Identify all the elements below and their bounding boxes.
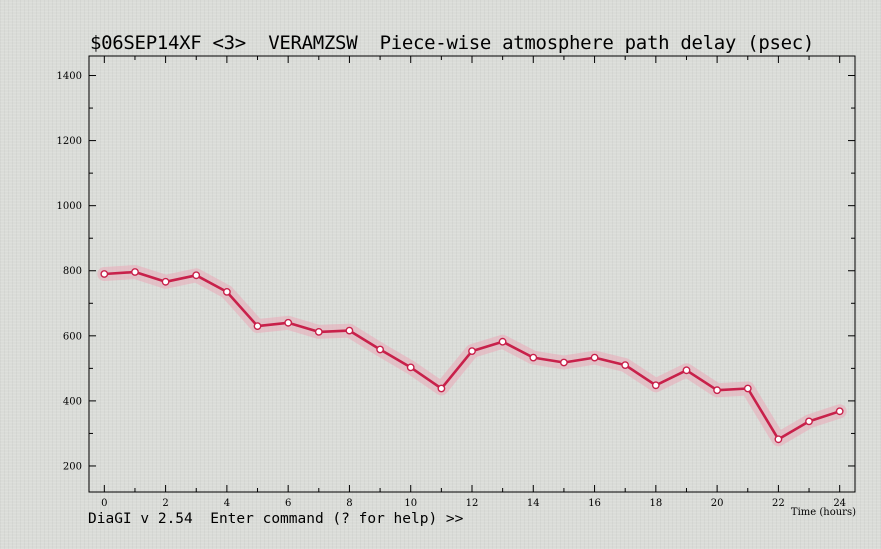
data-point <box>406 363 415 372</box>
x-tick-label: 2 <box>162 498 168 509</box>
y-tick-label: 1200 <box>57 136 82 147</box>
x-tick-label: 8 <box>346 498 352 509</box>
data-point <box>376 345 384 354</box>
data-point <box>774 435 783 444</box>
x-tick-label: 18 <box>649 498 662 509</box>
x-axis-label: Time (hours) <box>791 507 856 518</box>
data-point <box>835 407 844 416</box>
x-tick-label: 22 <box>772 498 785 509</box>
y-tick-label: 400 <box>63 396 82 407</box>
data-point <box>529 353 538 362</box>
data-point <box>590 353 599 362</box>
data-point <box>314 327 323 336</box>
data-point <box>284 318 293 327</box>
data-point <box>345 326 354 335</box>
x-tick-label: 24 <box>833 498 846 509</box>
x-tick-label: 10 <box>404 498 417 509</box>
x-tick-label: 0 <box>101 498 107 509</box>
data-point <box>713 386 721 395</box>
data-point <box>131 268 139 276</box>
data-point <box>100 270 109 278</box>
data-point <box>651 381 660 390</box>
data-point <box>161 277 170 286</box>
plot-title: $06SEP14XF <3> VERAMZSW Piece-wise atmos… <box>90 32 815 54</box>
data-point <box>805 417 813 426</box>
error-band <box>97 265 847 447</box>
x-tick-label: 12 <box>466 498 479 509</box>
x-tick-label: 20 <box>711 498 724 509</box>
data-point <box>560 358 568 367</box>
data-point <box>192 271 201 280</box>
data-point <box>621 361 630 369</box>
data-point <box>498 337 507 346</box>
y-tick-label: 200 <box>63 461 82 472</box>
data-point <box>253 322 262 330</box>
x-tick-label: 4 <box>224 498 230 509</box>
x-tick-label: 14 <box>527 498 540 509</box>
y-tick-label: 600 <box>63 331 82 342</box>
x-tick-label: 6 <box>285 498 291 509</box>
data-point <box>682 366 691 375</box>
data-point <box>743 384 752 393</box>
y-tick-label: 800 <box>63 266 82 277</box>
y-tick-label: 1400 <box>57 71 82 82</box>
command-prompt[interactable]: DiaGI v 2.54 Enter command (? for help) … <box>88 511 464 527</box>
data-point <box>222 287 231 296</box>
data-point <box>437 384 446 393</box>
data-point <box>468 347 476 355</box>
y-tick-label: 1000 <box>57 201 82 212</box>
x-tick-label: 16 <box>588 498 601 509</box>
